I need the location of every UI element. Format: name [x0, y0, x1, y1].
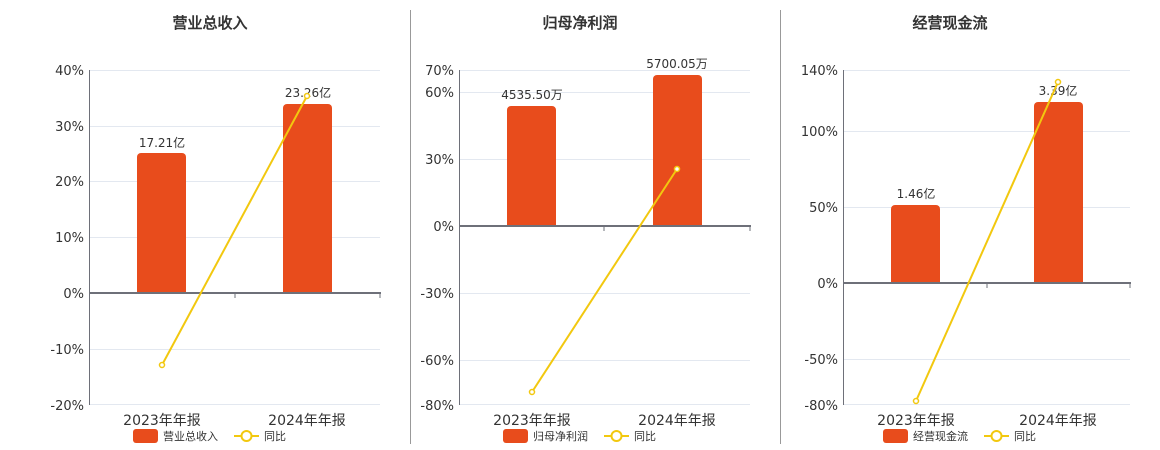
x-tick-label: 2024年年报	[268, 413, 346, 429]
svg-text:0%: 0%	[817, 277, 838, 292]
legend[interactable]: 经营现金流 同比	[883, 429, 1036, 443]
bar-label: 17.21亿	[139, 135, 185, 150]
legend-line-icon	[240, 430, 253, 442]
svg-text:0%: 0%	[63, 287, 84, 302]
x-tick-label: 2023年年报	[493, 413, 571, 429]
y-tick-labels: 70% 60% 30% 0% -30% -60% -80%	[420, 64, 454, 414]
legend-line-icon	[610, 430, 623, 442]
svg-text:归母净利润: 归母净利润	[533, 429, 588, 443]
yoy-point[interactable]	[158, 361, 166, 369]
svg-text:60%: 60%	[425, 86, 454, 101]
svg-text:经营现金流: 经营现金流	[913, 429, 968, 443]
legend-line-icon	[990, 430, 1003, 442]
svg-text:70%: 70%	[425, 64, 454, 79]
bar-2023[interactable]	[891, 205, 940, 283]
svg-text:50%: 50%	[809, 201, 838, 216]
svg-text:30%: 30%	[425, 153, 454, 168]
svg-text:-60%: -60%	[420, 354, 454, 369]
bar-label: 23.26亿	[285, 85, 331, 100]
chart-canvas: 70% 60% 30% 0% -30% -60% -80% 4535.50万 5…	[420, 57, 751, 443]
yoy-line	[915, 81, 1059, 402]
x-tick-label: 2024年年报	[1019, 413, 1097, 429]
chart-title: 营业总收入	[172, 14, 248, 32]
svg-text:-30%: -30%	[420, 287, 454, 302]
bar-label: 1.46亿	[897, 186, 936, 201]
svg-text:-80%: -80%	[420, 399, 454, 414]
svg-text:30%: 30%	[55, 120, 84, 135]
legend-bar-swatch	[133, 429, 158, 443]
bar-2024[interactable]	[283, 104, 332, 293]
bar-2024[interactable]	[1034, 102, 1083, 283]
bar-label: 5700.05万	[646, 57, 708, 71]
gridlines	[844, 70, 1130, 405]
yoy-line	[161, 95, 308, 366]
yoy-point[interactable]	[528, 388, 536, 396]
legend-bar-swatch	[883, 429, 908, 443]
x-tick-label: 2024年年报	[638, 413, 716, 429]
svg-text:140%: 140%	[801, 64, 838, 79]
x-tick-label: 2023年年报	[123, 413, 201, 429]
legend[interactable]: 归母净利润 同比	[503, 429, 656, 443]
svg-text:营业总收入: 营业总收入	[163, 429, 218, 443]
yoy-point[interactable]	[912, 397, 920, 405]
chart-title: 归母净利润	[542, 14, 618, 32]
svg-text:同比: 同比	[634, 430, 656, 443]
yoy-point[interactable]	[303, 92, 311, 100]
x-tick-label: 2023年年报	[877, 413, 955, 429]
y-tick-labels: 40% 30% 20% 10% 0% -10% -20%	[50, 64, 84, 414]
bar-2023[interactable]	[137, 153, 186, 293]
svg-text:100%: 100%	[801, 125, 838, 140]
svg-text:10%: 10%	[55, 231, 84, 246]
chart-net-profit: 归母净利润 70% 60% 30% 0% -30% -60% -80% 4535…	[420, 14, 751, 443]
chart-title: 经营现金流	[912, 14, 988, 32]
chart-canvas: 40% 30% 20% 10% 0% -10% -20% 17.21亿 23.2…	[50, 64, 381, 443]
svg-text:-20%: -20%	[50, 399, 84, 414]
svg-text:40%: 40%	[55, 64, 84, 79]
svg-text:20%: 20%	[55, 175, 84, 190]
legend-bar-swatch	[503, 429, 528, 443]
yoy-point[interactable]	[673, 165, 681, 173]
svg-text:-50%: -50%	[804, 353, 838, 368]
svg-text:-80%: -80%	[804, 399, 838, 414]
divider	[410, 10, 411, 444]
bar-label: 4535.50万	[501, 88, 563, 102]
chart-revenue: 营业总收入 40% 30% 20% 10% 0% -10% -20% 17.21…	[0, 0, 400, 450]
y-tick-labels: 140% 100% 50% 0% -50% -80%	[801, 64, 838, 414]
bar-label: 3.39亿	[1039, 83, 1078, 98]
svg-text:0%: 0%	[433, 220, 454, 235]
svg-text:-10%: -10%	[50, 343, 84, 358]
yoy-point[interactable]	[1054, 78, 1062, 86]
bar-2023[interactable]	[507, 106, 556, 226]
divider	[780, 10, 781, 444]
svg-text:同比: 同比	[264, 430, 286, 443]
svg-text:同比: 同比	[1014, 430, 1036, 443]
yoy-line	[531, 168, 678, 393]
legend[interactable]: 营业总收入 同比	[133, 429, 286, 443]
